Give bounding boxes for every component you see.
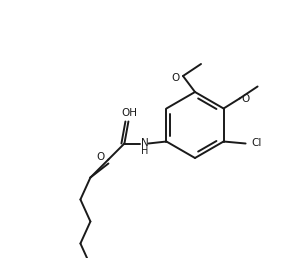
Text: N: N [141, 138, 148, 148]
Text: O: O [172, 73, 180, 83]
Text: OH: OH [122, 108, 137, 117]
Text: H: H [141, 146, 148, 156]
Text: Cl: Cl [252, 139, 262, 149]
Text: O: O [242, 94, 250, 104]
Text: O: O [96, 151, 105, 162]
